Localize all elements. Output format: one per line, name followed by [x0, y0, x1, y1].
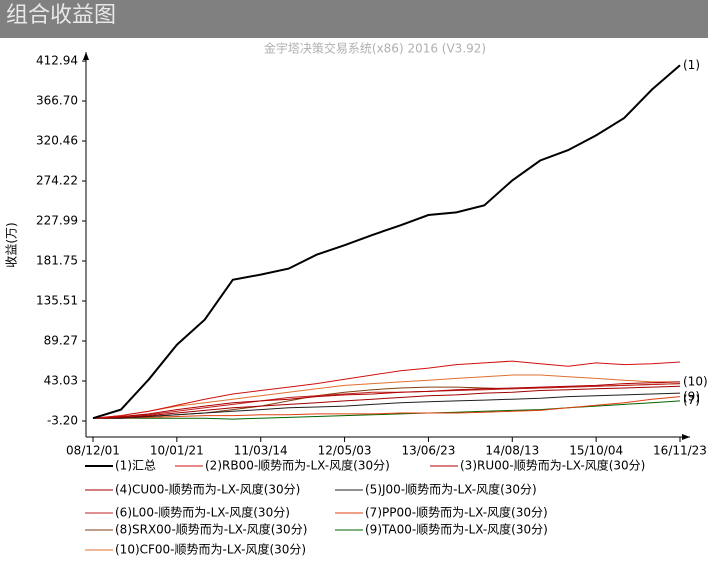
x-arrow [682, 434, 690, 440]
y-tick-label: 227.99 [36, 214, 78, 228]
legend-label: (9)TA00-顺势而为-LX-风度(30分) [365, 522, 548, 537]
legend-label: (5)J00-顺势而为-LX-风度(30分) [365, 482, 537, 497]
legend-label: (10)CF00-顺势而为-LX-风度(30分) [115, 542, 306, 557]
legend-label: (4)CU00-顺势而为-LX-风度(30分) [115, 482, 300, 497]
series-line [92, 64, 681, 420]
y-arrow [83, 52, 89, 60]
chart-subtitle: 金宇塔决策交易系统(x86) 2016 (V3.92) [264, 41, 486, 56]
legend-label: (7)PP00-顺势而为-LX-风度(30分) [365, 505, 548, 520]
annotation: (10) [683, 374, 708, 388]
x-tick-label: 14/08/13 [485, 444, 539, 458]
legend-label: (6)L00-顺势而为-LX-风度(30分) [115, 505, 290, 520]
y-tick-label: 412.94 [36, 54, 78, 68]
y-tick-label: 89.27 [44, 334, 78, 348]
y-tick-label: 320.46 [36, 134, 78, 148]
legend-label: (1)汇总 [115, 459, 156, 473]
legend-label: (2)RB00-顺势而为-LX-风度(30分) [205, 458, 390, 473]
y-tick-label: 181.75 [36, 254, 78, 268]
series-line [92, 360, 681, 419]
y-tick-label: 135.51 [36, 294, 78, 308]
x-tick-label: 13/06/23 [401, 444, 455, 458]
header-bar [0, 0, 708, 38]
x-tick-label: 11/03/14 [234, 444, 288, 458]
y-tick-label: 43.03 [44, 374, 78, 388]
annotation: (9) [683, 389, 700, 403]
legend-label: (8)SRX00-顺势而为-LX-风度(30分) [115, 522, 307, 537]
x-tick-label: 08/12/01 [66, 444, 120, 458]
series-line [92, 374, 680, 419]
series-line [93, 396, 681, 419]
chart-title: 组合收益图 [6, 3, 116, 28]
y-axis-label: 收益(万) [5, 222, 19, 267]
series-line [92, 381, 681, 419]
x-tick-label: 16/11/23 [653, 444, 707, 458]
y-tick-label: 366.70 [36, 94, 78, 108]
series-line [93, 392, 681, 419]
legend-label: (3)RU00-顺势而为-LX-风度(30分) [460, 458, 645, 473]
series-line [92, 385, 681, 419]
annotation: (1) [683, 58, 700, 72]
y-tick-label: -3.20 [47, 413, 78, 427]
x-tick-label: 12/05/03 [318, 444, 372, 458]
series-line [92, 383, 681, 419]
x-tick-label: 15/10/04 [569, 444, 623, 458]
x-tick-label: 10/01/21 [150, 444, 204, 458]
annotation: (7) [683, 393, 700, 407]
y-tick-label: 274.22 [36, 174, 78, 188]
